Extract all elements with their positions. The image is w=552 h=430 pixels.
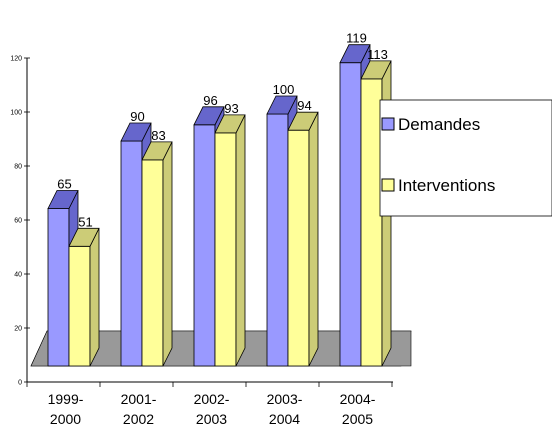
bar-side-face xyxy=(235,114,246,367)
legend-swatch-interventions xyxy=(381,178,395,192)
bar-top-face xyxy=(120,122,152,142)
bar-top-face xyxy=(141,141,173,161)
bar-demandes xyxy=(120,140,143,367)
x-tick-label: 2000 xyxy=(50,411,81,427)
data-label: 96 xyxy=(203,93,217,108)
y-tick-label: 40 xyxy=(14,272,22,279)
data-label: 113 xyxy=(367,47,388,62)
bar-top-face xyxy=(266,95,298,115)
y-tick-label: 100 xyxy=(10,110,22,117)
x-tick-label: 2005 xyxy=(342,411,373,427)
bar-interventions xyxy=(68,245,91,367)
bar-top-face xyxy=(47,190,79,209)
y-tick-label: 60 xyxy=(14,218,22,225)
x-tick-label: 2003- xyxy=(267,391,303,407)
bar-interventions xyxy=(360,78,383,367)
data-label: 65 xyxy=(57,177,71,192)
y-tick-label: 120 xyxy=(10,56,22,63)
bar-side-face xyxy=(162,141,173,367)
legend-box xyxy=(379,99,552,217)
bar-top-face xyxy=(68,227,100,247)
bar-interventions xyxy=(214,132,237,367)
bar-top-face xyxy=(360,60,392,80)
data-label: 94 xyxy=(297,98,311,113)
x-tick-label: 2001- xyxy=(121,391,157,407)
legend-label-demandes: Demandes xyxy=(398,115,480,134)
data-label: 100 xyxy=(273,82,295,97)
bar-top-face xyxy=(339,44,371,64)
bar-demandes xyxy=(47,208,70,367)
legend: Demandes Interventions xyxy=(379,99,552,217)
data-label: 119 xyxy=(346,31,367,46)
y-tick-label: 80 xyxy=(14,164,22,171)
data-label: 83 xyxy=(151,128,165,143)
bar-side-face xyxy=(89,228,100,367)
bar-interventions xyxy=(141,159,164,367)
x-tick-label: 2002 xyxy=(123,411,154,427)
data-label: 51 xyxy=(78,214,92,229)
bar-demandes xyxy=(193,124,216,367)
data-label: 90 xyxy=(130,109,144,124)
y-tick-label: 20 xyxy=(14,326,22,333)
x-tick-label: 2003 xyxy=(196,411,227,427)
bar-side-face xyxy=(308,112,319,367)
bar-top-face xyxy=(287,111,319,131)
data-label: 93 xyxy=(224,101,238,116)
bar-interventions xyxy=(287,129,310,367)
x-tick-label: 2002- xyxy=(194,391,230,407)
bar-demandes xyxy=(266,113,289,367)
bar-demandes xyxy=(339,62,362,367)
x-tick-label: 1999- xyxy=(48,391,84,407)
bar-top-face xyxy=(214,114,246,134)
x-tick-label: 2004 xyxy=(269,411,300,427)
x-tick-label: 2004- xyxy=(340,391,376,407)
bar-top-face xyxy=(193,106,225,126)
legend-label-interventions: Interventions xyxy=(398,176,495,195)
y-tick-label: 0 xyxy=(18,380,22,387)
legend-swatch-demandes xyxy=(381,117,395,131)
